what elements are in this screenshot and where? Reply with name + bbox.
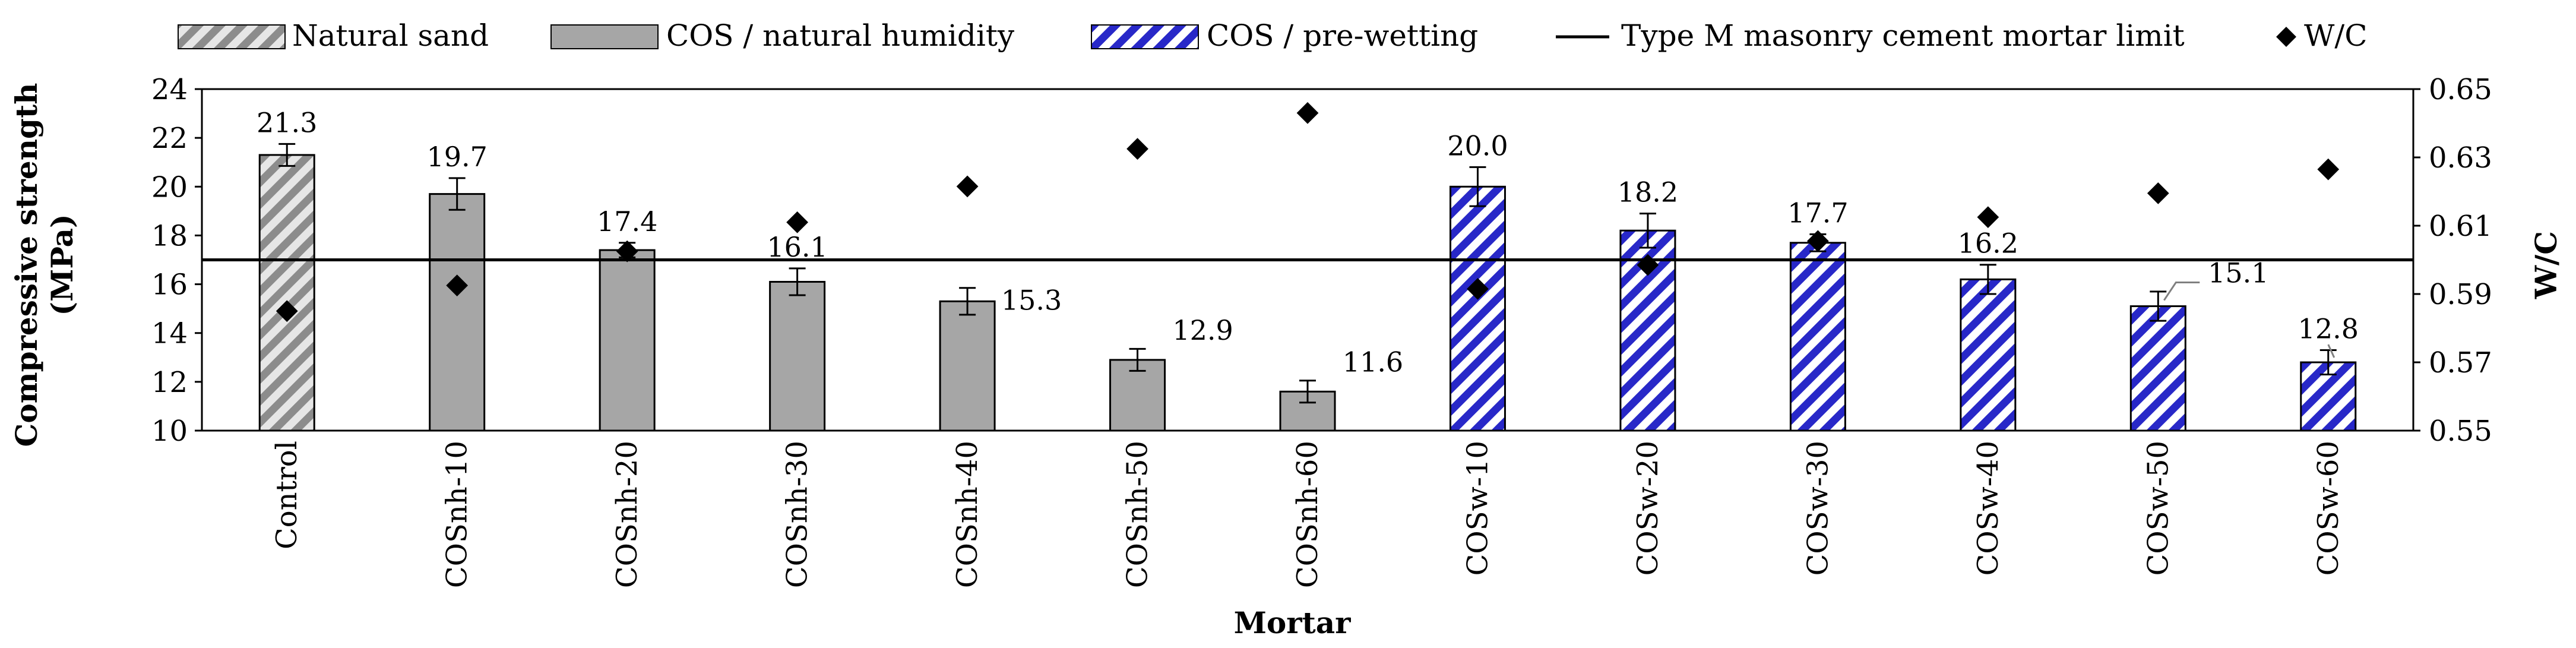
bar-cosnh-20[interactable]	[599, 249, 656, 432]
wc-marker[interactable]	[786, 211, 809, 233]
y2-tick-label: 0.61	[2429, 210, 2492, 243]
label-leader-line	[2163, 282, 2200, 301]
wc-marker[interactable]	[956, 175, 979, 198]
x-tick-label: COSw-60	[2312, 441, 2345, 576]
legend-label-cos-pre-wetting: COS / pre-wetting	[1207, 18, 1478, 53]
bar-cosw-10[interactable]	[1449, 185, 1506, 432]
y-axis: 10 12 14 16 18 20 22 24	[151, 73, 202, 448]
y2-tick-label: 0.57	[2429, 346, 2492, 380]
x-tick-label: COSnh-20	[610, 441, 644, 588]
legend-swatch-natural-sand	[178, 24, 286, 49]
y2-tick-label: 0.63	[2429, 141, 2492, 175]
data-label: 19.7	[426, 141, 487, 173]
x-tick-label: COSnh-50	[1121, 441, 1154, 588]
bar-cosw-30[interactable]	[1789, 242, 1846, 432]
x-tick-label: COSnh-30	[781, 441, 814, 588]
legend-swatch-cos-pre-wetting	[1091, 24, 1199, 49]
label-leader-line	[2327, 344, 2336, 358]
legend-label-cos-natural-humidity: COS / natural humidity	[666, 18, 1015, 53]
wc-marker[interactable]	[1296, 102, 1319, 124]
bar-cosw-40[interactable]	[1960, 278, 2017, 432]
y-tick-label: 24	[151, 73, 188, 106]
y-tick-label: 20	[151, 170, 188, 204]
legend-swatch-cos-natural-humidity	[550, 24, 659, 49]
y2-tick-label: 0.55	[2429, 415, 2492, 448]
bar-cosnh-10[interactable]	[429, 193, 486, 432]
y-tick-label: 22	[151, 122, 188, 155]
wc-marker[interactable]	[1806, 230, 1829, 252]
data-label: 15.3	[1001, 284, 1062, 316]
wc-marker[interactable]	[1977, 206, 1999, 229]
y2-tick-label: 0.65	[2429, 73, 2492, 106]
y-tick-label: 12	[151, 366, 188, 399]
wc-marker[interactable]	[446, 274, 469, 297]
data-label: 11.6	[1343, 346, 1403, 378]
x-tick-label: COSnh-10	[441, 441, 474, 588]
error-bars	[279, 143, 2337, 404]
legend-label-wc: W/C	[2304, 18, 2368, 53]
x-axis-tick-labels: Control COSnh-10 COSnh-20 COSnh-30 COSnh-40 C…	[270, 441, 2345, 588]
data-label: 16.2	[1958, 227, 2018, 260]
x-tick-label: COSw-10	[1461, 441, 1494, 576]
legend-item-cos-natural-humidity[interactable]: COS / natural humidity	[550, 18, 1015, 53]
data-label: 21.3	[257, 106, 317, 138]
data-label: 12.8	[2298, 312, 2359, 344]
legend-label-mortar-limit: Type M masonry cement mortar limit	[1621, 18, 2185, 53]
x-axis-title: Mortar	[1234, 605, 1352, 640]
legend-item-wc[interactable]: W/C	[2276, 18, 2368, 53]
data-label: 17.7	[1787, 197, 1848, 229]
y-tick-label: 16	[151, 268, 188, 302]
legend-item-natural-sand[interactable]: Natural sand	[178, 18, 489, 53]
x-tick-label: COSw-30	[1801, 441, 1834, 576]
y-axis-title-line-1: Compressive strength	[9, 83, 44, 447]
wc-series	[276, 102, 2340, 323]
bar-control[interactable]	[258, 154, 315, 432]
y-tick-label: 10	[151, 415, 188, 448]
y2-tick-label: 0.59	[2429, 278, 2492, 311]
data-label: 20.0	[1447, 129, 1508, 162]
data-label: 12.9	[1172, 314, 1233, 346]
x-tick-label: COSnh-60	[1291, 441, 1324, 588]
bar-cosnh-30[interactable]	[769, 280, 826, 432]
bar-cosw-50[interactable]	[2129, 305, 2186, 432]
wc-marker[interactable]	[2147, 182, 2169, 204]
wc-marker[interactable]	[1126, 138, 1148, 160]
y-axis-title-line-2: (MPa)	[45, 214, 80, 315]
legend-item-mortar-limit[interactable]: Type M masonry cement mortar limit	[1556, 18, 2185, 53]
x-tick-label: COSw-50	[2141, 441, 2175, 576]
bar-cosnh-40[interactable]	[939, 300, 996, 432]
bar-series	[258, 154, 2357, 432]
data-label: 17.4	[597, 206, 657, 238]
data-labels: 21.3 19.7 17.4 16.1 15.3 12.9 11.6 20.0 18.2 17.7…	[257, 106, 2359, 378]
y-tick-label: 14	[151, 317, 188, 350]
wc-marker[interactable]	[1467, 277, 1489, 300]
data-label: 15.1	[2208, 257, 2268, 289]
wc-marker[interactable]	[276, 300, 298, 323]
wc-marker[interactable]	[2317, 158, 2340, 181]
x-tick-label: COSw-20	[1631, 441, 1664, 576]
y-tick-label: 18	[151, 219, 188, 252]
y2-axis-title: W/C	[2528, 231, 2564, 299]
wc-marker[interactable]	[1637, 254, 1659, 276]
x-tick-label: COSnh-40	[951, 441, 984, 588]
data-label: 18.2	[1618, 176, 1678, 208]
wc-marker[interactable]	[616, 240, 638, 263]
legend: Natural sand COS / natural humidity COS …	[178, 18, 2368, 53]
x-tick-label: Control	[270, 441, 303, 549]
legend-item-cos-pre-wetting[interactable]: COS / pre-wetting	[1091, 18, 1478, 53]
y2-axis: 0.55 0.57 0.59 0.61 0.63 0.65	[2413, 73, 2492, 448]
legend-label-natural-sand: Natural sand	[292, 18, 489, 53]
x-tick-label: COSw-40	[1971, 441, 2005, 576]
data-label: 16.1	[767, 231, 827, 263]
legend-marker-wc	[2276, 27, 2296, 47]
